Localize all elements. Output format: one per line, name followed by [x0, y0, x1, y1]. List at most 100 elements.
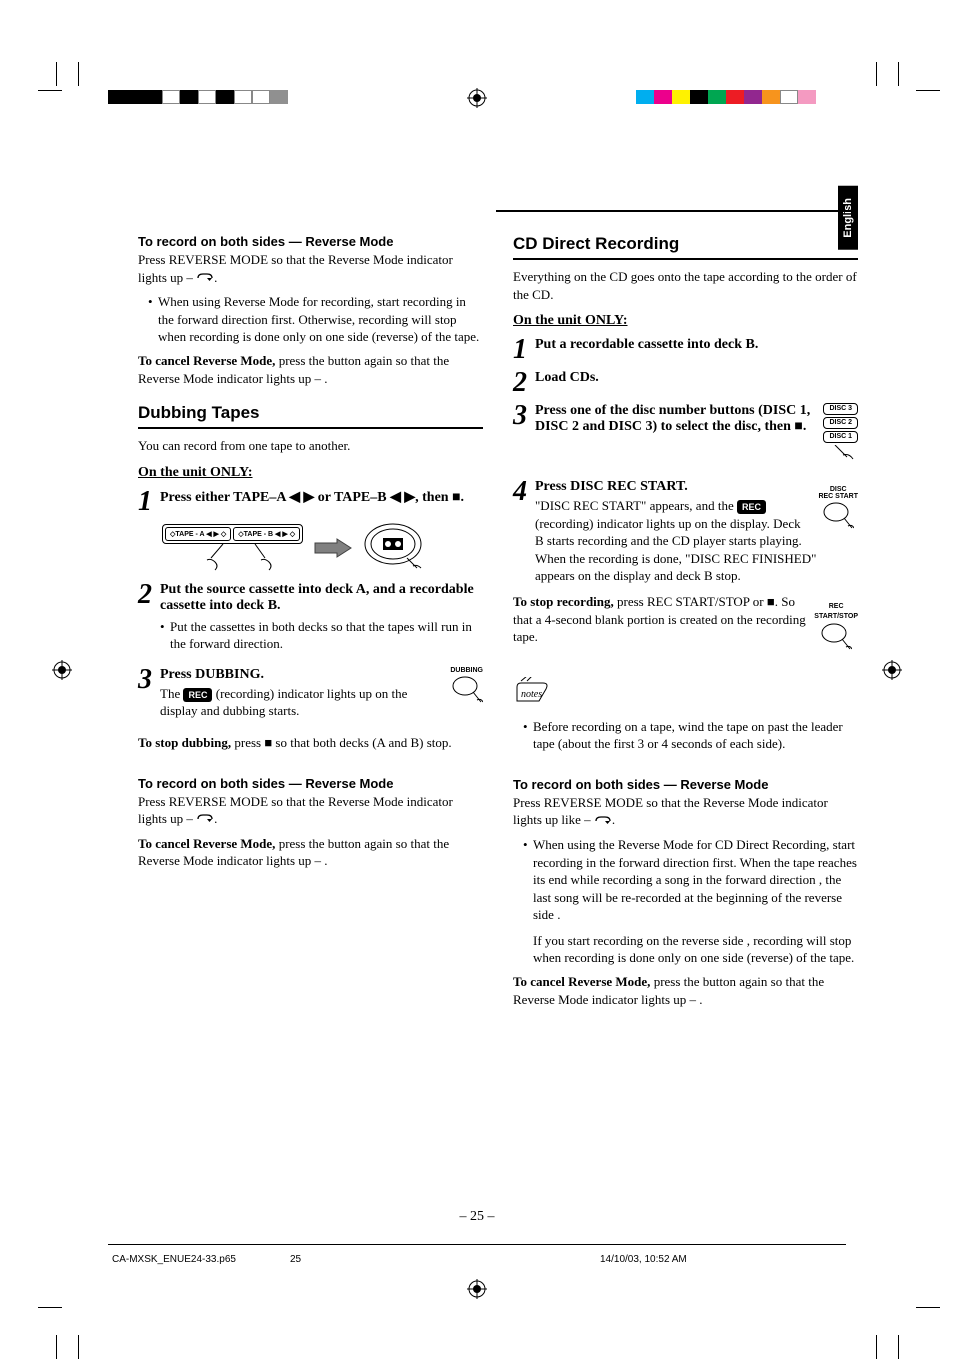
rev1-p1b: . — [214, 270, 217, 285]
right-column: CD Direct Recording Everything on the CD… — [513, 230, 858, 1014]
tape-a-button: ◇TAPE - A ◀ ▶ ◇ — [165, 527, 231, 541]
rev3-bullet2-text: If you start recording on the reverse si… — [533, 933, 854, 966]
footer-rule — [108, 1244, 846, 1245]
cd-intro-text: Everything on the CD goes onto the tape … — [513, 268, 858, 303]
stop-dubbing: To stop dubbing, press ■ so that both de… — [138, 734, 483, 752]
left-column: To record on both sides — Reverse Mode P… — [138, 230, 483, 1014]
disc-rec-label: DISC REC START — [818, 486, 858, 500]
step-number: 1 — [138, 489, 152, 514]
rev1-cancel-bold: To cancel Reverse Mode, — [138, 353, 275, 368]
rev3-cancel-bold: To cancel Reverse Mode, — [513, 974, 650, 989]
rev3-p1a: Press REVERSE MODE so that the Reverse M… — [513, 795, 828, 828]
manual-page: English To record on both sides — Revers… — [0, 0, 954, 1351]
rev2-cancel-bold: To cancel Reverse Mode, — [138, 836, 275, 851]
dub-step2-sub: Put the cassettes in both decks so that … — [160, 618, 483, 653]
rev1-body: Press REVERSE MODE so that the Reverse M… — [138, 251, 483, 287]
dub-step-1: 1 Press either TAPE–A ◀ ▶ or TAPE–B ◀ ▶,… — [138, 489, 483, 514]
svg-text:notes: notes — [521, 689, 542, 700]
dubbing-title: Dubbing Tapes — [138, 403, 483, 429]
rev3-bullet: When using the Reverse Mode for CD Direc… — [523, 836, 858, 967]
tape-buttons-row: ◇TAPE - A ◀ ▶ ◇ ◇TAPE - B ◀ ▶ ◇ — [162, 522, 483, 574]
footer-date: 14/10/03, 10:52 AM — [600, 1254, 687, 1265]
dub-step2-text: Put the source cassette into deck A, and… — [160, 582, 483, 614]
rev3-p1b: . — [612, 812, 615, 827]
unit-only-right: On the unit ONLY: — [513, 313, 858, 329]
reverse-mode-heading-2: To record on both sides — Reverse Mode — [138, 776, 483, 791]
stop-dub-rest: press ■ so that both decks (A and B) sto… — [231, 735, 452, 750]
rev1-cancel: To cancel Reverse Mode, press the button… — [138, 352, 483, 387]
dubbing-intro: You can record from one tape to another. — [138, 437, 483, 455]
rev2-p1b: . — [214, 811, 217, 826]
dub-step-3: 3 DUBBING Press DUBBING. The REC (record… — [138, 667, 483, 720]
press-finger-icon — [193, 544, 273, 572]
dubbing-button-illus: DUBBING — [450, 667, 483, 708]
rec-icon: REC — [183, 688, 212, 702]
notes-icon: notes — [513, 677, 858, 712]
dubbing-label: DUBBING — [450, 667, 483, 674]
loop-single-icon — [196, 270, 214, 288]
rev3-cancel: To cancel Reverse Mode, press the button… — [513, 973, 858, 1008]
footer-file: CA-MXSK_ENUE24-33.p65 — [112, 1254, 236, 1265]
cd-step-3: 3 DISC 3 DISC 2 DISC 1 Press one of the … — [513, 403, 858, 471]
note-item: Before recording on a tape, wind the tap… — [523, 718, 858, 753]
rec-icon: REC — [737, 500, 766, 514]
page-number: – 25 – — [0, 1209, 954, 1225]
disc-rec-start-illus: DISC REC START — [818, 479, 858, 536]
color-bars-right — [636, 90, 816, 104]
step-number: 2 — [138, 582, 152, 607]
rev1-bullet: When using Reverse Mode for recording, s… — [148, 293, 483, 346]
stop-recording: REC START/STOP To stop recording, press … — [513, 593, 858, 659]
top-rule — [496, 210, 858, 212]
dubbing-intro-text: You can record from one tape to another. — [138, 437, 483, 455]
register-mark-top-icon — [467, 88, 487, 108]
dub-step-2: 2 Put the source cassette into deck A, a… — [138, 582, 483, 659]
rec-start-stop-label: REC START/STOP — [814, 603, 858, 619]
step-number: 2 — [513, 370, 527, 395]
rev3-bullets: When using the Reverse Mode for CD Direc… — [513, 836, 858, 967]
cd-step-2: 2 Load CDs. — [513, 370, 858, 395]
tape-b-button: ◇TAPE - B ◀ ▶ ◇ — [233, 527, 300, 541]
cd-step-1: 1 Put a recordable cassette into deck B. — [513, 337, 858, 362]
cassette-icon — [363, 522, 423, 574]
cd-step4-desc-b: (recording) indicator lights up on the d… — [535, 516, 816, 584]
color-bars-left — [108, 90, 288, 104]
register-mark-left-icon — [52, 660, 72, 680]
rev2-p1a: Press REVERSE MODE so that the Reverse M… — [138, 794, 453, 827]
notes-list: Before recording on a tape, wind the tap… — [513, 718, 858, 753]
rev1-bullets: When using Reverse Mode for recording, s… — [138, 293, 483, 346]
cd-step3-text: Press one of the disc number buttons (DI… — [535, 403, 858, 435]
rev3-bullet-text: When using the Reverse Mode for CD Direc… — [533, 837, 857, 922]
cd-step4-text: Press DISC REC START. — [535, 479, 858, 495]
reverse-mode-heading-1: To record on both sides — Reverse Mode — [138, 234, 483, 249]
stop-rec-bold: To stop recording, — [513, 594, 614, 609]
cd-step-4: 4 DISC REC START Press DISC REC START. "… — [513, 479, 858, 585]
cd-intro: Everything on the CD goes onto the tape … — [513, 268, 858, 303]
step-number: 4 — [513, 479, 527, 504]
cd-step4-desc-a: "DISC REC START" appears, and the — [535, 498, 737, 513]
register-mark-right-icon — [882, 660, 902, 680]
rev3-body: Press REVERSE MODE so that the Reverse M… — [513, 794, 858, 830]
disc-1-badge: DISC 1 — [823, 431, 858, 443]
stop-dub-bold: To stop dubbing, — [138, 735, 231, 750]
cd-step2-text: Load CDs. — [535, 370, 858, 386]
dub-step3-text: Press DUBBING. — [160, 667, 483, 683]
content-columns: To record on both sides — Reverse Mode P… — [138, 230, 858, 1014]
dub-step3-desc-a: The — [160, 686, 183, 701]
cd-title: CD Direct Recording — [513, 234, 858, 260]
loop-single-icon — [594, 813, 612, 831]
disc-buttons-illus: DISC 3 DISC 2 DISC 1 — [823, 403, 858, 471]
disc-2-badge: DISC 2 — [823, 417, 858, 429]
disc-3-badge: DISC 3 — [823, 403, 858, 415]
step-number: 1 — [513, 337, 527, 362]
rec-start-stop-illus: REC START/STOP — [814, 593, 858, 659]
loop-single-icon — [196, 811, 214, 829]
arrow-right-icon — [313, 537, 353, 559]
step-number: 3 — [513, 403, 527, 428]
unit-only-left: On the unit ONLY: — [138, 465, 483, 481]
footer-page: 25 — [290, 1254, 301, 1265]
rev1-p1a: Press REVERSE MODE so that the Reverse M… — [138, 252, 453, 285]
rev2-body: Press REVERSE MODE so that the Reverse M… — [138, 793, 483, 870]
reverse-mode-heading-3: To record on both sides — Reverse Mode — [513, 777, 858, 792]
crop-marks-bottom — [0, 1287, 954, 1321]
step-number: 3 — [138, 667, 152, 692]
